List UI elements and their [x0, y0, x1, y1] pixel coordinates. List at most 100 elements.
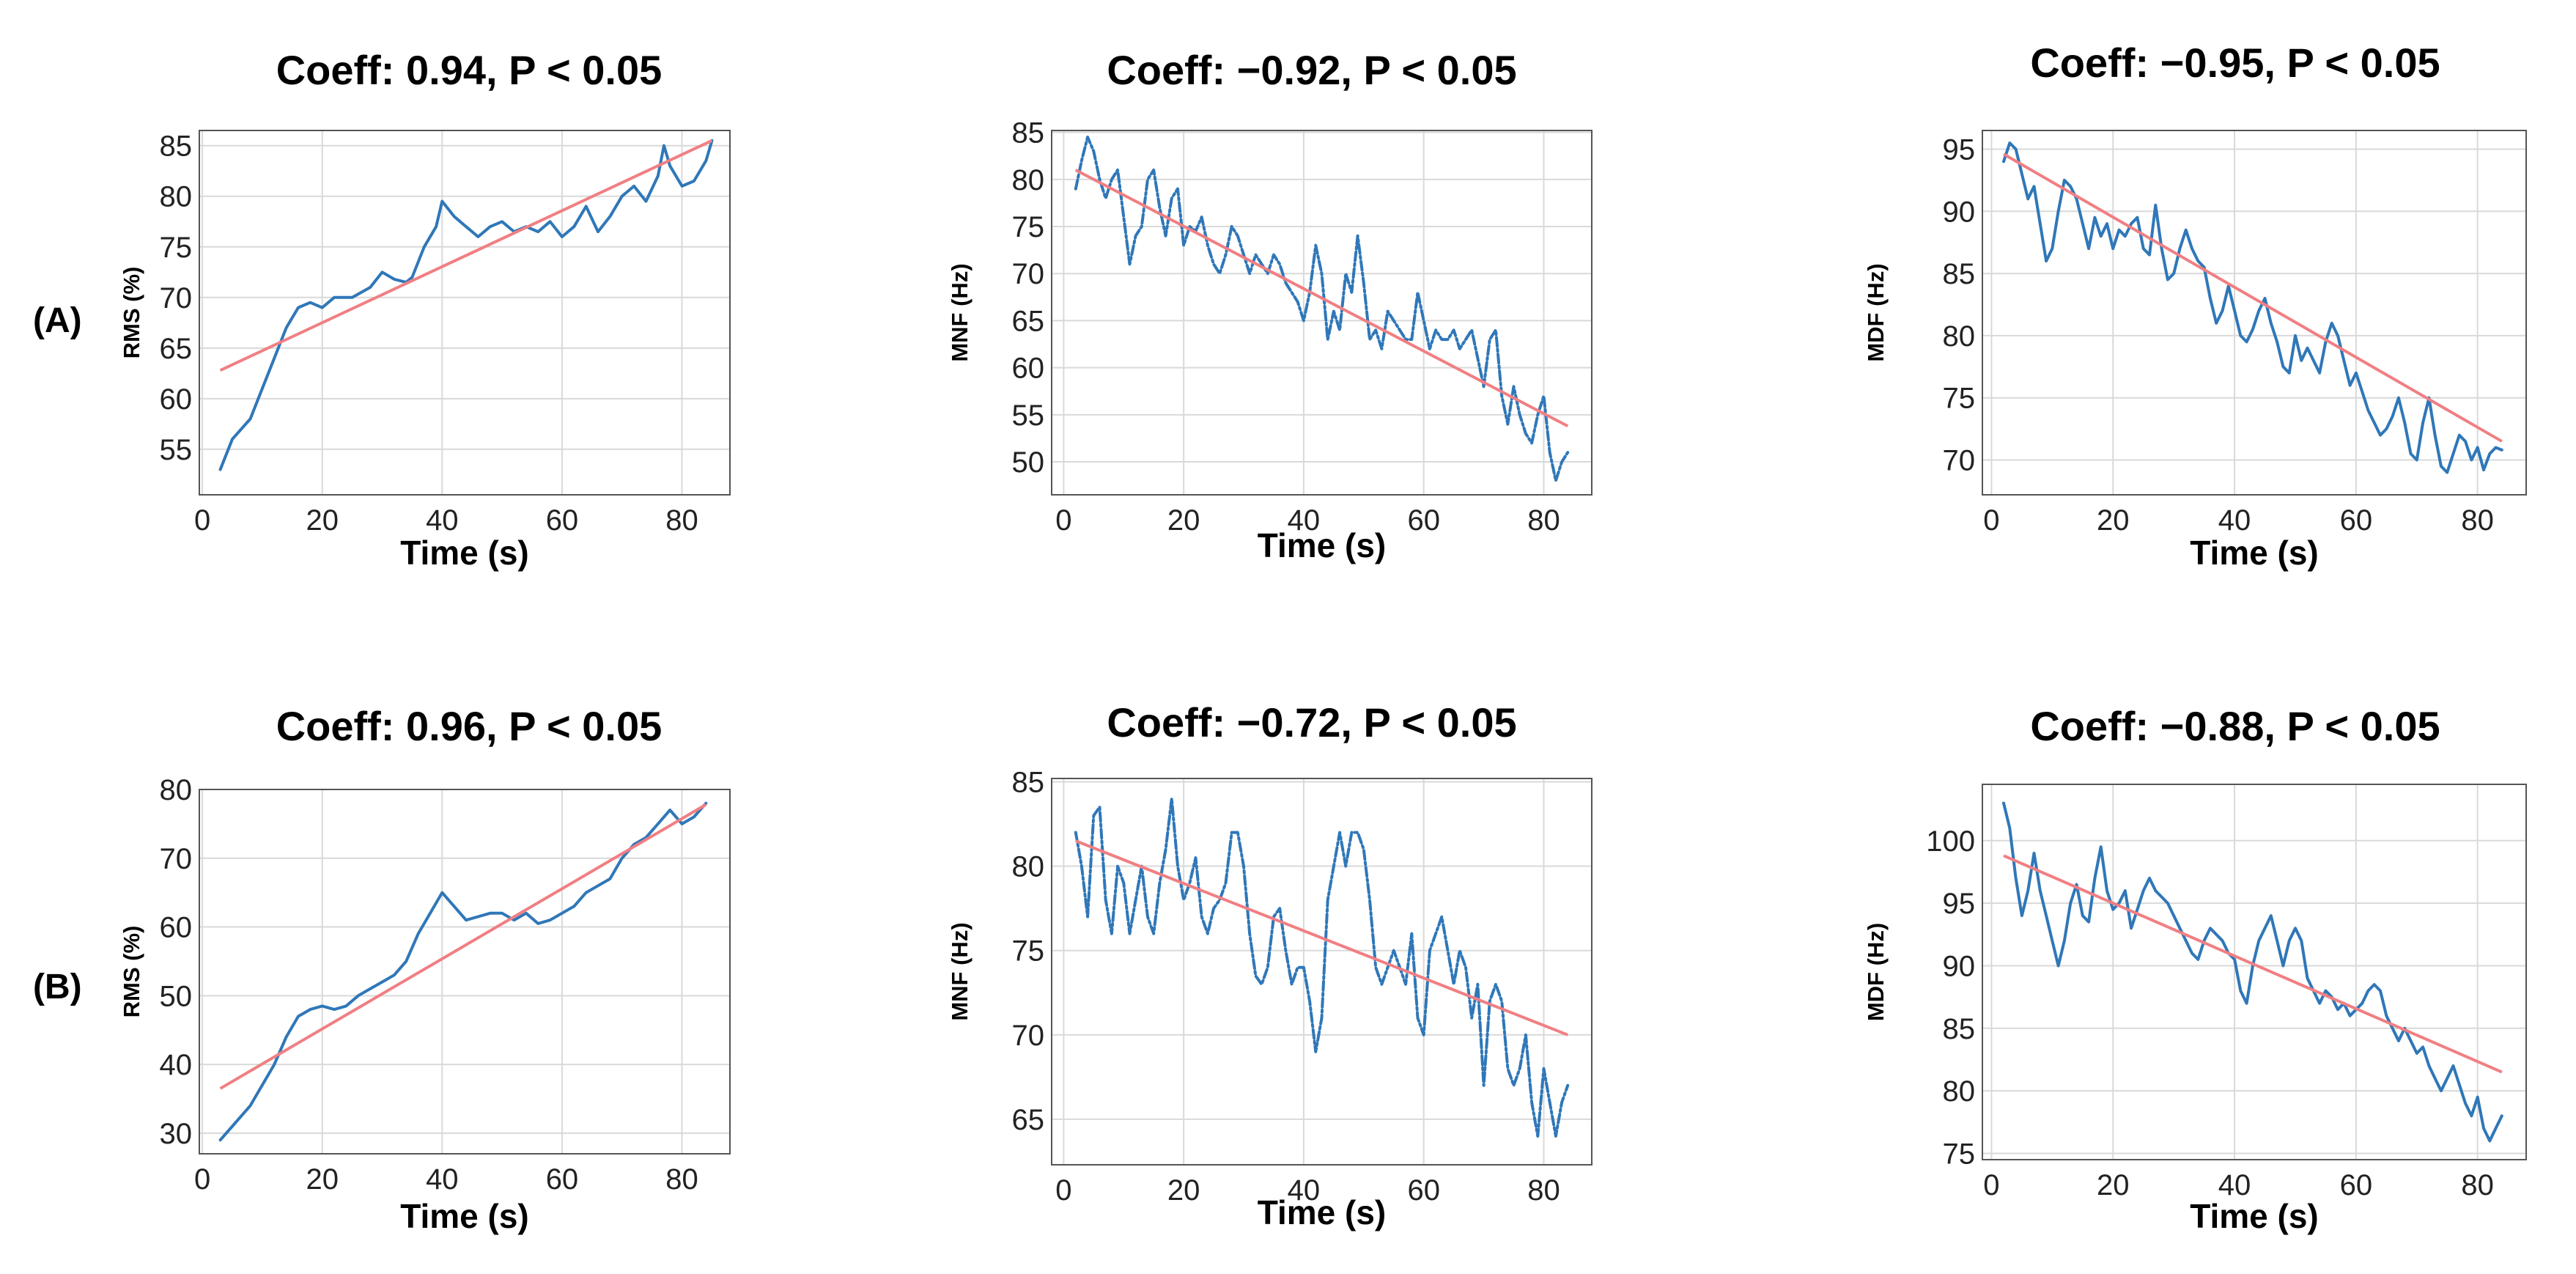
chart-title: Coeff: −0.88, P < 0.05 — [2030, 703, 2440, 749]
trend-line — [219, 803, 707, 1090]
x-tick-label: 60 — [2340, 1169, 2373, 1201]
y-tick-label: 65 — [1012, 1104, 1045, 1136]
row-label-b: (B) — [33, 968, 82, 1006]
data-series-line — [218, 801, 708, 1142]
y-axis-label: RMS (%) — [119, 926, 144, 1018]
y-tick-label: 70 — [1943, 445, 1976, 477]
trend-line — [1075, 839, 1568, 1036]
x-axis-label: Time (s) — [400, 534, 529, 572]
chart-panel-b-mdf: 0 20 40 60 80 75 80 85 90 95 100 Coeff: −0.88, P < … — [1863, 703, 2527, 1235]
y-tick-label: 60 — [160, 383, 193, 416]
chart-panel-a-mnf: 0 20 40 60 80 50 55 60 65 70 75 80 85 Coeff: −0.92, P… — [947, 47, 1593, 564]
x-tick-label: 40 — [1288, 504, 1321, 537]
chart-title: Coeff: −0.95, P < 0.05 — [2030, 40, 2440, 86]
y-tick-label: 90 — [1943, 196, 1976, 228]
y-tick-label: 95 — [1943, 133, 1976, 166]
y-tick-label: 65 — [1012, 305, 1045, 337]
y-tick-label: 80 — [160, 181, 193, 213]
chart-title: Coeff: 0.96, P < 0.05 — [276, 703, 663, 749]
x-tick-label: 80 — [665, 1163, 698, 1196]
y-tick-label: 75 — [1943, 1138, 1976, 1170]
x-tick-label: 20 — [2097, 504, 2130, 537]
plot-frame — [1051, 778, 1593, 1166]
row-label-a: (A) — [33, 301, 82, 340]
y-tick-label: 55 — [160, 434, 193, 466]
y-axis-label: MDF (Hz) — [1863, 923, 1889, 1021]
x-axis-label: Time (s) — [2190, 534, 2319, 572]
x-tick-label: 20 — [2097, 1169, 2130, 1201]
y-tick-label: 90 — [1943, 950, 1976, 982]
x-tick-label: 20 — [1167, 504, 1200, 537]
x-axis-label: Time (s) — [400, 1197, 529, 1235]
y-tick-label: 70 — [1012, 258, 1045, 290]
x-tick-label: 0 — [194, 1163, 210, 1196]
data-series-line — [2002, 801, 2503, 1143]
x-axis-label: Time (s) — [1258, 1193, 1387, 1231]
y-tick-label: 50 — [1012, 446, 1045, 479]
x-tick-label: 80 — [2461, 1169, 2494, 1201]
x-tick-label: 0 — [1055, 504, 1071, 537]
x-tick-label: 60 — [1407, 504, 1440, 537]
y-tick-label: 75 — [1943, 383, 1976, 415]
y-tick-label: 80 — [1943, 320, 1976, 353]
y-tick-label: 80 — [1012, 164, 1045, 196]
x-tick-label: 20 — [306, 1163, 339, 1196]
x-tick-label: 20 — [1167, 1174, 1200, 1207]
y-axis-label: MDF (Hz) — [1863, 263, 1889, 361]
y-tick-label: 85 — [1012, 117, 1045, 150]
plot-frame — [199, 130, 731, 496]
x-tick-label: 20 — [306, 504, 339, 537]
chart-panel-a-rms: 0 20 40 60 80 55 60 65 70 75 80 85 Coeff: 0.94, P < … — [119, 47, 731, 572]
x-tick-label: 0 — [1055, 1174, 1071, 1207]
y-tick-label: 95 — [1943, 888, 1976, 920]
y-tick-label: 85 — [1012, 767, 1045, 799]
x-tick-label: 60 — [546, 504, 579, 537]
x-tick-label: 60 — [2340, 504, 2373, 537]
y-tick-label: 70 — [160, 282, 193, 314]
x-tick-label: 40 — [426, 504, 459, 537]
x-tick-label: 0 — [1983, 1169, 1999, 1201]
y-tick-label: 85 — [1943, 258, 1976, 290]
y-tick-label: 85 — [160, 130, 193, 163]
y-tick-label: 50 — [160, 980, 193, 1012]
y-axis-label: MNF (Hz) — [947, 263, 973, 361]
y-axis-label: RMS (%) — [119, 267, 144, 359]
plot-frame — [1982, 130, 2527, 496]
chart-title: Coeff: −0.72, P < 0.05 — [1107, 699, 1516, 745]
y-tick-label: 55 — [1012, 399, 1045, 432]
y-tick-label: 40 — [160, 1049, 193, 1081]
y-tick-label: 65 — [160, 333, 193, 365]
x-tick-label: 0 — [194, 504, 210, 537]
plot-frame — [1051, 130, 1593, 496]
chart-panel-b-mnf: 0 20 40 60 80 65 70 75 80 85 Coeff: −0.72, P < 0.0… — [947, 699, 1593, 1231]
trend-line — [219, 139, 713, 372]
x-tick-label: 60 — [1407, 1174, 1440, 1207]
x-tick-label: 40 — [2218, 504, 2251, 537]
chart-panel-b-rms: 0 20 40 60 80 30 40 50 60 70 80 Coeff: 0.96, P < 0.… — [119, 703, 731, 1235]
y-tick-label: 80 — [1943, 1075, 1976, 1108]
plot-frame — [199, 789, 731, 1155]
chart-panel-a-mdf: 0 20 40 60 80 70 75 80 85 90 95 Coeff: −0.95, P < 0… — [1863, 40, 2527, 572]
y-tick-label: 75 — [1012, 935, 1045, 968]
x-tick-label: 40 — [1288, 1174, 1321, 1207]
y-axis-label: MNF (Hz) — [947, 922, 973, 1020]
y-tick-label: 75 — [1012, 211, 1045, 243]
x-tick-label: 80 — [1527, 1174, 1560, 1207]
trend-line — [1074, 169, 1569, 428]
data-series-line — [1074, 136, 1570, 482]
x-tick-label: 40 — [426, 1163, 459, 1196]
y-tick-label: 85 — [1943, 1013, 1976, 1045]
data-series-line — [218, 139, 714, 471]
data-series-line — [2002, 141, 2503, 474]
chart-title: Coeff: −0.92, P < 0.05 — [1107, 47, 1516, 93]
x-axis-label: Time (s) — [1258, 526, 1387, 564]
x-tick-label: 0 — [1983, 504, 1999, 537]
trend-line — [2003, 152, 2503, 443]
y-tick-label: 30 — [160, 1118, 193, 1150]
y-tick-label: 75 — [160, 232, 193, 264]
y-tick-label: 100 — [1926, 825, 1975, 858]
x-tick-label: 80 — [1527, 504, 1560, 537]
y-tick-label: 80 — [1012, 851, 1045, 883]
x-tick-label: 60 — [546, 1163, 579, 1196]
